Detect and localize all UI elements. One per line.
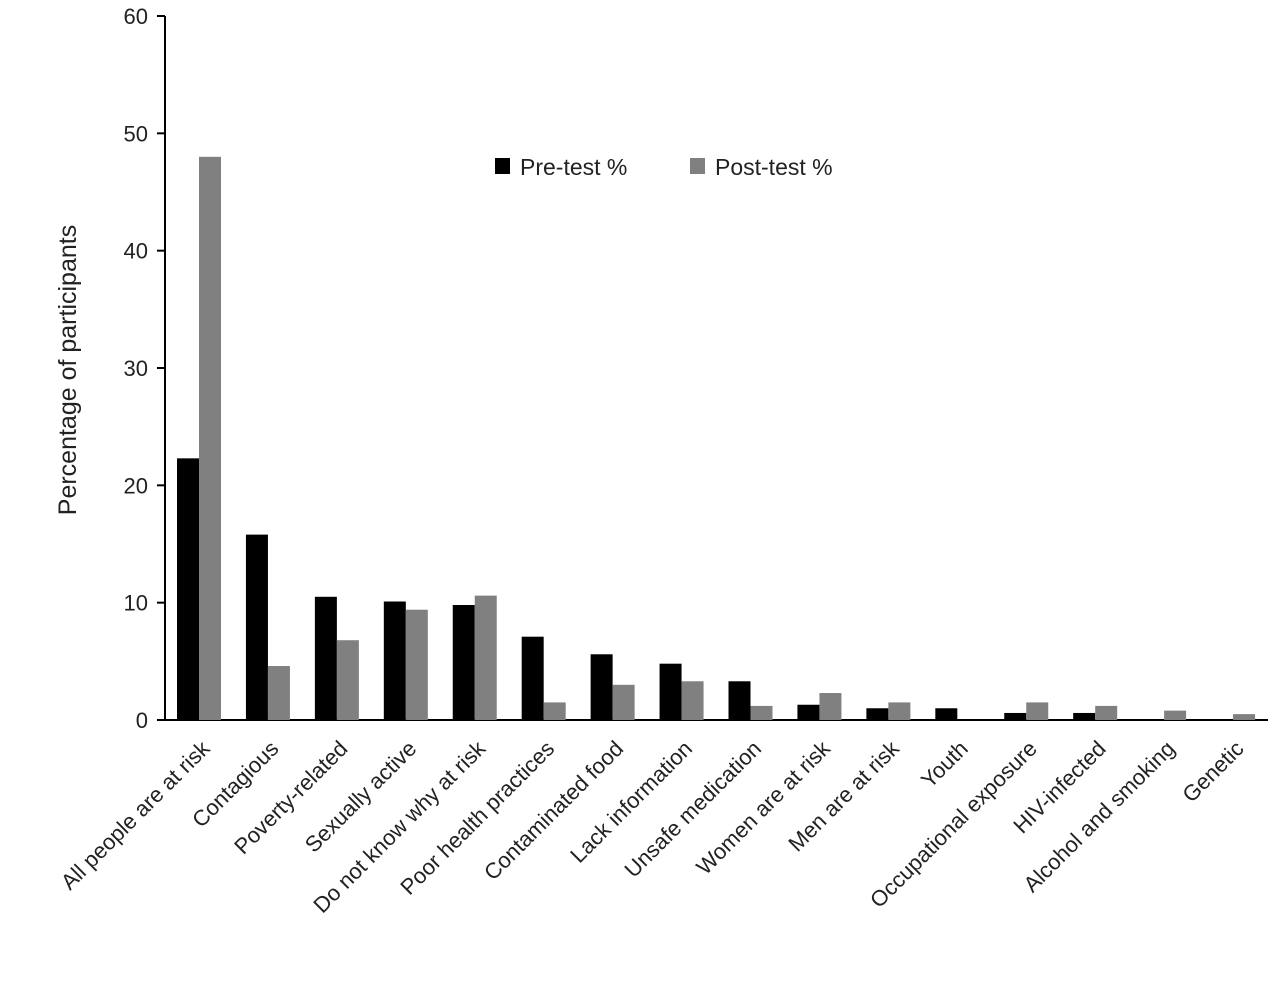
category-labels: All people are at riskContagiousPoverty-… bbox=[56, 735, 1249, 918]
y-tick-label: 60 bbox=[124, 4, 148, 29]
category-label: Genetic bbox=[1177, 736, 1248, 807]
bar bbox=[888, 702, 911, 720]
bar bbox=[521, 636, 544, 720]
y-tick-label: 40 bbox=[124, 239, 148, 264]
y-tick-label: 20 bbox=[124, 473, 148, 498]
bar bbox=[612, 684, 635, 720]
bar bbox=[1004, 712, 1027, 720]
bar bbox=[866, 708, 889, 720]
bar bbox=[383, 601, 406, 720]
legend-label: Post-test % bbox=[715, 154, 833, 180]
bar bbox=[935, 708, 958, 720]
legend-swatch bbox=[690, 158, 705, 174]
bar bbox=[336, 640, 359, 720]
y-axis: 0 10 20 30 40 50 60 bbox=[124, 4, 166, 733]
y-tick-label: 10 bbox=[124, 591, 148, 616]
bar bbox=[1164, 710, 1187, 720]
bar bbox=[1073, 712, 1096, 720]
category-label: Youth bbox=[916, 736, 973, 793]
bar bbox=[267, 666, 290, 720]
bar bbox=[452, 605, 475, 720]
bar bbox=[659, 663, 682, 720]
legend: Pre-test % Post-test % bbox=[495, 154, 833, 180]
category-label: Lack information bbox=[565, 736, 697, 868]
bar bbox=[405, 609, 428, 720]
bar bbox=[245, 534, 268, 720]
bar bbox=[474, 595, 497, 720]
bar bbox=[177, 458, 199, 720]
y-tick-label: 30 bbox=[124, 356, 148, 381]
bar bbox=[1095, 705, 1118, 720]
bar bbox=[797, 704, 820, 720]
y-tick-label: 0 bbox=[136, 708, 148, 733]
bar bbox=[590, 654, 613, 720]
bar bbox=[750, 705, 773, 720]
bar bbox=[681, 681, 704, 720]
bar bbox=[1026, 702, 1049, 720]
bar bbox=[314, 596, 337, 720]
y-tick-label: 50 bbox=[124, 121, 148, 146]
bar bbox=[728, 681, 751, 720]
bar bbox=[199, 156, 221, 721]
bar bbox=[819, 693, 842, 720]
legend-label: Pre-test % bbox=[520, 154, 627, 180]
bar bbox=[1233, 714, 1256, 720]
bars bbox=[177, 156, 1256, 721]
bar bbox=[543, 702, 566, 720]
y-axis-title: Percentage of participants bbox=[54, 225, 82, 515]
legend-swatch bbox=[495, 158, 510, 174]
